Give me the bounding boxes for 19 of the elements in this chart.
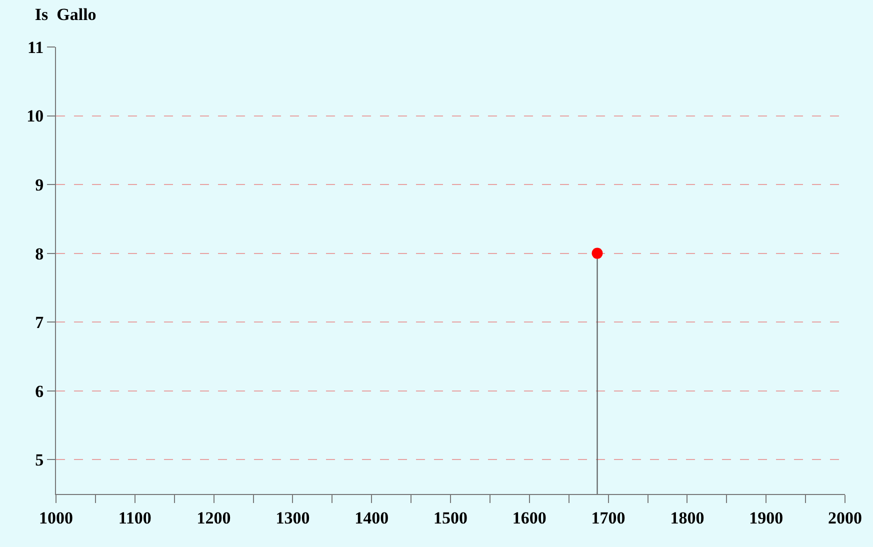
y-tick-label: 10 <box>26 106 44 126</box>
y-tick-label: 9 <box>35 175 44 194</box>
y-tick-label: 8 <box>35 244 44 264</box>
y-tick-label: 5 <box>35 450 44 470</box>
x-tick-label: 1200 <box>196 508 231 528</box>
x-tick-label: 1900 <box>749 508 784 528</box>
x-tick-label: 2000 <box>828 508 862 528</box>
x-tick-label: 1700 <box>591 508 626 528</box>
x-tick-label: 1000 <box>39 508 73 528</box>
x-tick-label: 1500 <box>434 508 468 528</box>
y-tick-label: 11 <box>28 38 44 57</box>
x-tick-label: 1400 <box>354 508 389 528</box>
x-tick-label: 1100 <box>118 508 152 528</box>
y-tick-label: 7 <box>35 313 44 332</box>
x-tick-label: 1600 <box>512 508 546 528</box>
x-tick-label: 1800 <box>670 508 704 528</box>
chart-title: Is Gallo <box>34 5 96 24</box>
y-tick-label: 6 <box>35 382 44 401</box>
x-tick-label: 1300 <box>276 508 310 528</box>
